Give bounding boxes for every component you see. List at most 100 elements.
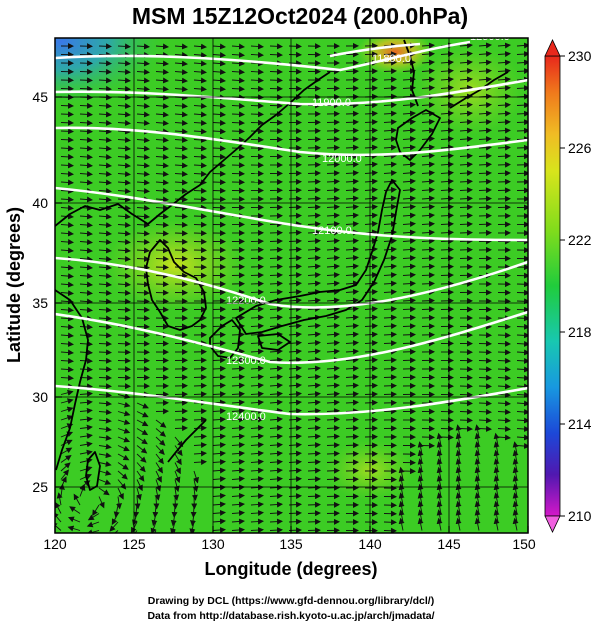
wind-arrow — [174, 43, 188, 50]
wind-arrow — [345, 254, 359, 261]
wind-arrow — [478, 101, 492, 108]
wind-arrow — [497, 59, 511, 66]
wind-arrow — [174, 103, 188, 110]
wind-arrow — [421, 118, 435, 125]
wind-arrow — [307, 170, 321, 177]
coast-ryukyu — [167, 419, 207, 463]
wind-arrow — [174, 179, 188, 186]
wind-arrow — [193, 408, 207, 415]
wind-arrow — [269, 390, 283, 397]
wind-arrow — [364, 254, 378, 261]
wind-arrow — [111, 513, 119, 525]
wind-arrow — [307, 484, 321, 491]
wind-arrow — [478, 425, 492, 432]
wind-arrow — [383, 271, 397, 278]
wind-arrow — [117, 179, 131, 186]
wind-arrow — [117, 470, 128, 480]
wind-arrow — [98, 469, 112, 476]
wind-arrow — [98, 85, 112, 92]
wind-arrow — [98, 443, 112, 450]
wind-arrow — [56, 492, 63, 506]
coast-shikoku — [257, 333, 291, 351]
wind-arrow — [107, 530, 119, 533]
wind-arrow — [421, 169, 435, 176]
wind-arrow — [345, 357, 359, 364]
wind-arrow — [497, 374, 511, 381]
wind-arrow — [516, 391, 528, 398]
wind-arrow — [269, 450, 283, 457]
wind-arrow — [459, 221, 473, 228]
wind-arrow — [117, 419, 131, 425]
wind-arrow — [459, 425, 473, 432]
wind-arrow — [421, 246, 435, 253]
wind-arrow — [307, 433, 321, 440]
wind-arrow — [231, 119, 245, 126]
contour-label-12400: 12400.0 — [226, 411, 266, 423]
wind-arrow — [212, 408, 226, 415]
wind-arrow — [383, 340, 397, 347]
wind-arrow — [231, 467, 245, 474]
wind-arrow — [440, 263, 454, 270]
wind-arrow — [155, 264, 169, 271]
wind-arrow — [60, 332, 74, 339]
wind-arrow — [60, 398, 74, 405]
wind-arrow — [326, 246, 340, 253]
wind-arrow — [136, 479, 143, 492]
wind-arrow — [60, 170, 74, 177]
wind-arrow — [98, 340, 112, 347]
wind-arrow — [98, 281, 112, 288]
wind-arrow — [326, 399, 340, 406]
wind-arrow — [402, 263, 416, 270]
wind-arrow — [364, 186, 378, 193]
wind-arrow — [497, 170, 511, 177]
credit-drawing: Drawing by DCL (https://www.gfd-dennou.o… — [148, 595, 434, 607]
wind-arrow — [155, 436, 166, 446]
wind-arrow — [212, 153, 226, 160]
wind-arrow — [174, 221, 188, 228]
wind-arrow — [212, 145, 226, 152]
wind-arrow — [98, 374, 112, 381]
wind-arrow — [478, 408, 492, 415]
wind-arrow — [79, 119, 93, 126]
wind-arrow — [326, 314, 340, 321]
contour-label-11900: 11900.0 — [312, 97, 351, 109]
wind-arrow — [307, 459, 321, 466]
wind-arrow — [117, 103, 131, 110]
wind-arrow — [231, 518, 245, 525]
coast-china-east — [55, 289, 89, 471]
wind-arrow — [493, 517, 500, 531]
wind-arrow — [269, 433, 283, 440]
wind-arrow — [79, 171, 93, 178]
wind-arrow — [155, 230, 169, 237]
wind-arrow — [516, 357, 528, 364]
wind-arrow — [269, 467, 283, 474]
wind-arrow — [231, 382, 245, 389]
wind-arrow — [383, 280, 397, 287]
wind-arrow — [459, 59, 473, 66]
wind-arrow — [364, 161, 378, 168]
wind-arrow — [459, 212, 473, 219]
wind-arrow — [79, 340, 93, 347]
wind-arrow — [459, 67, 473, 74]
wind-arrow — [193, 103, 207, 110]
wind-arrow — [383, 68, 397, 75]
wind-arrow — [86, 521, 100, 528]
wind-arrow — [117, 453, 130, 461]
wind-arrow — [133, 504, 140, 518]
wind-arrow — [231, 458, 245, 465]
wind-arrow — [79, 323, 93, 330]
wind-arrow — [421, 101, 435, 108]
wind-arrow — [155, 43, 169, 50]
wind-arrow — [478, 67, 492, 74]
wind-arrow — [98, 452, 112, 459]
wind-arrow — [250, 527, 264, 533]
wind-arrow — [79, 77, 93, 84]
wind-arrow — [402, 161, 416, 168]
y-tick-label: 35 — [32, 295, 48, 311]
wind-arrow — [516, 59, 528, 66]
wind-arrow — [269, 339, 283, 346]
wind-arrow — [174, 162, 188, 169]
wind-arrow — [417, 517, 424, 531]
contour-11900 — [55, 78, 528, 106]
wind-arrow — [98, 60, 112, 67]
